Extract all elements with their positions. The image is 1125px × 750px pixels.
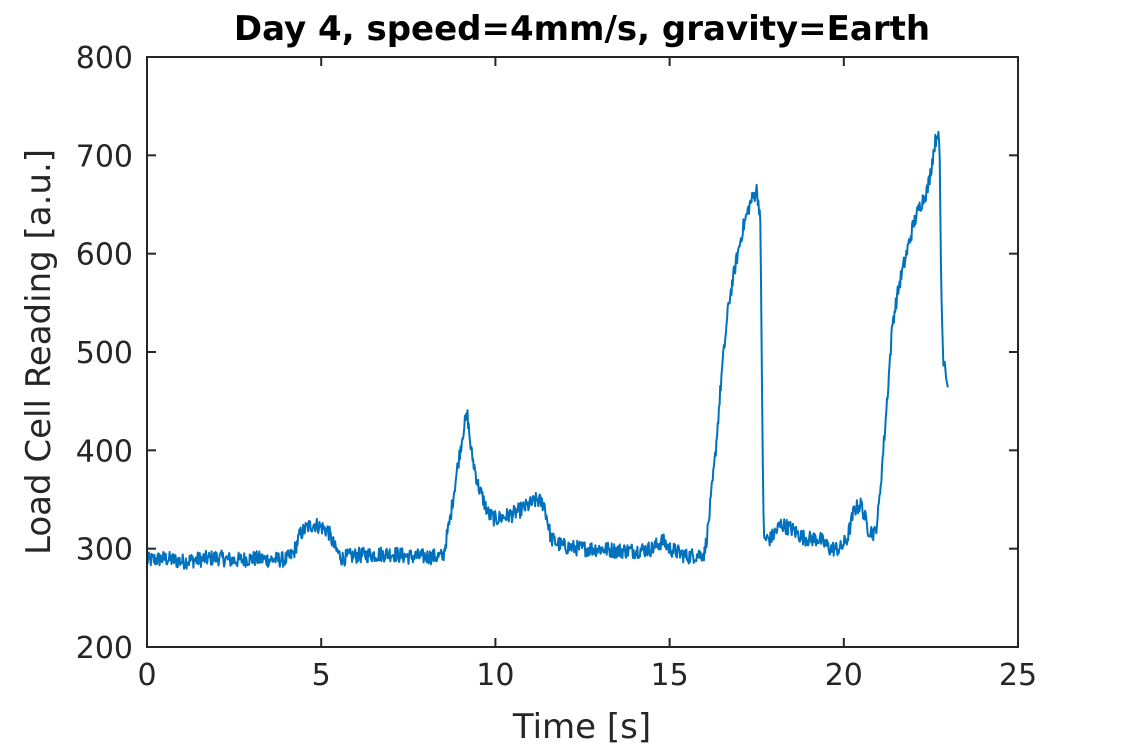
x-tick-label: 25: [999, 658, 1037, 693]
x-tick-label: 20: [825, 658, 863, 693]
x-tick-label: 0: [137, 658, 156, 693]
y-tick-label: 300: [76, 533, 133, 568]
series-line-0: [146, 130, 949, 570]
y-tick-label: 500: [76, 336, 133, 371]
y-tick-label: 200: [76, 631, 133, 666]
x-tick-labels: 0 5 10 15 20 25: [137, 658, 1037, 693]
y-axis-label: Load Cell Reading [a.u.]: [19, 149, 59, 555]
y-tick-label: 700: [76, 139, 133, 174]
plot-frame: [146, 56, 1019, 648]
x-tick-label: 10: [476, 658, 514, 693]
x-tick-label: 15: [651, 658, 689, 693]
y-tick-labels: 200 300 400 500 600 700 800: [76, 41, 133, 666]
x-tick-label: 5: [312, 658, 331, 693]
chart-title: Day 4, speed=4mm/s, gravity=Earth: [234, 9, 930, 49]
y-tick-label: 400: [76, 434, 133, 469]
x-axis-label: Time [s]: [512, 707, 651, 747]
y-tick-label: 800: [76, 41, 133, 76]
line-layer: [146, 130, 949, 570]
y-tick-label: 600: [76, 238, 133, 273]
